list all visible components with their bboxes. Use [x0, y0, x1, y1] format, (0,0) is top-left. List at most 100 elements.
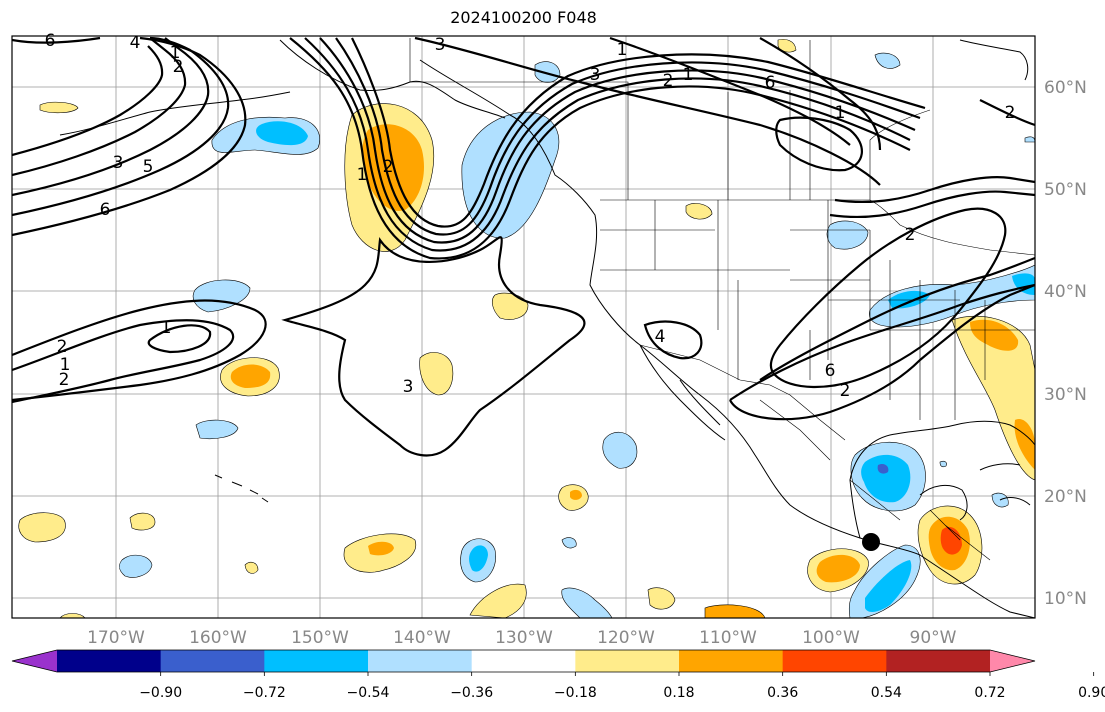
negative-anomaly-north-2 [874, 52, 901, 69]
gulf-coast [849, 420, 1035, 539]
latitude-axis: 60°N 50°N 40°N 30°N 20°N 10°N [1044, 78, 1087, 609]
positive-anomaly-nw-usa [685, 203, 713, 220]
mexico-state-lines [759, 399, 991, 561]
contour-nw-3 [12, 37, 210, 197]
political-borders [409, 38, 1035, 561]
contour-label: 1 [161, 318, 172, 338]
latitude-label: 40°N [1044, 282, 1087, 302]
positive-anomaly-subtropic-7 [647, 587, 676, 610]
positive-anomaly-west-3 [39, 101, 79, 114]
colorbar: −0.90 −0.72 −0.54 −0.36 −0.18 0.18 0.36 0.54 0.7… [11, 649, 1105, 701]
storm-center-dot [862, 533, 880, 551]
contour-nw-6 [12, 36, 101, 44]
coastlines [59, 39, 1035, 618]
yucatan-coast [919, 484, 968, 521]
colorbar-tick-label: 0.72 [974, 685, 1005, 701]
canada-province-lines [727, 40, 931, 200]
negative-anomaly-gulf-mexico-peak [877, 463, 889, 474]
north-america-coast [419, 59, 1035, 618]
contour-nw-5 [12, 45, 164, 157]
alaska-canada-border [409, 38, 629, 200]
longitude-label: 150°W [291, 628, 349, 648]
negative-anomaly-great-lakes-core [888, 290, 930, 309]
longitude-label: 90°W [910, 628, 957, 648]
contour-label: 3 [435, 35, 446, 55]
longitude-label: 160°W [189, 628, 247, 648]
contour-label: 1 [357, 165, 368, 185]
longitude-label: 120°W [597, 628, 655, 648]
contour-gulf-1 [729, 283, 1035, 401]
colorbar-extend-high [990, 650, 1035, 672]
contour-west-low-3 [147, 324, 212, 354]
colorbar-segment [886, 650, 991, 672]
colorbar-segment [575, 650, 680, 672]
aleutian-islands [59, 91, 291, 136]
longitude-label: 110°W [699, 628, 757, 648]
contour-west-low-2 [12, 319, 235, 404]
positive-anomaly-mexico-gulf-core [970, 319, 1019, 351]
colorbar-tick-label: −0.36 [450, 685, 493, 701]
contour-trough-4 [335, 37, 921, 236]
contour-label: 2 [383, 157, 394, 177]
negative-anomaly-great-lakes-core-2 [1012, 273, 1035, 295]
contour-trough-3 [319, 37, 916, 244]
positive-anomaly-hawaii-core [230, 364, 271, 388]
contour-label: 2 [663, 71, 674, 91]
colorbar-tick-label: −0.72 [243, 685, 286, 701]
contour-label: 2 [1005, 103, 1016, 123]
negative-anomaly-subtropic-6 [561, 587, 613, 618]
colorbar-segment [57, 650, 162, 672]
longitude-label: 130°W [495, 628, 553, 648]
contour-label: 4 [130, 33, 141, 53]
latitude-label: 10°N [1044, 589, 1087, 609]
longitude-label: 100°W [802, 628, 860, 648]
contour-label: 1 [835, 103, 846, 123]
contour-label: 4 [655, 327, 666, 347]
negative-anomaly-gulf-mexico-core [861, 454, 911, 503]
hudson-bay [959, 39, 1029, 81]
colorbar-tick-label: 0.36 [767, 685, 798, 701]
positive-anomaly-south-pacific-1-core [816, 554, 860, 583]
map-frame [11, 35, 1036, 619]
colorbar-tick-label: −0.90 [139, 685, 182, 701]
negative-anomaly-subtropic-3 [602, 432, 638, 469]
contour-north-1 [414, 36, 881, 186]
positive-anomaly-mexico-gulf [951, 315, 1035, 481]
positive-anomaly-subtropic-6 [469, 583, 527, 618]
latitude-label: 60°N [1044, 78, 1087, 98]
map-title: 2024100200 F048 [450, 8, 597, 27]
positive-anomaly-west-1 [18, 512, 66, 543]
contour-north-lobe [775, 116, 863, 172]
negative-anomaly-aleutians-core [256, 121, 308, 146]
us-state-lines [600, 200, 1035, 420]
contour-label: 6 [45, 31, 56, 51]
contour-label: 6 [825, 361, 836, 381]
us-canada-border [600, 199, 1035, 256]
contour-label: 3 [113, 153, 124, 173]
colorbar-extend-low [12, 650, 57, 672]
contour-label: 3 [403, 377, 414, 397]
contour-outer-1 [281, 236, 586, 457]
contour-north-2 [609, 36, 851, 146]
colorbar-segment [471, 650, 576, 672]
negative-anomaly-great-lakes [869, 264, 1035, 328]
negative-anomaly-east-3 [939, 460, 947, 468]
colorbar-tick-label: 0.18 [663, 685, 694, 701]
contour-label: 1 [60, 355, 71, 375]
negative-anomaly-central-canada [826, 220, 869, 250]
caribbean-coast [979, 463, 1031, 506]
negative-anomaly-subtropic-2 [195, 419, 239, 439]
contour-northeast-2 [829, 190, 1035, 219]
positive-anomaly-west-2 [129, 512, 156, 531]
contour-gulf-3 [769, 207, 1007, 389]
colorbar-tick-label: 0.90 [1078, 685, 1105, 701]
latitude-label: 20°N [1044, 487, 1087, 507]
contour-label: 2 [59, 370, 70, 390]
contour-west-low-1 [12, 299, 267, 402]
contour-label: 1 [683, 65, 694, 85]
contour-nw-4 [12, 37, 187, 177]
contour-label: 1 [170, 43, 181, 63]
latitude-label: 50°N [1044, 180, 1087, 200]
colorbar-tick-label: −0.54 [347, 685, 390, 701]
